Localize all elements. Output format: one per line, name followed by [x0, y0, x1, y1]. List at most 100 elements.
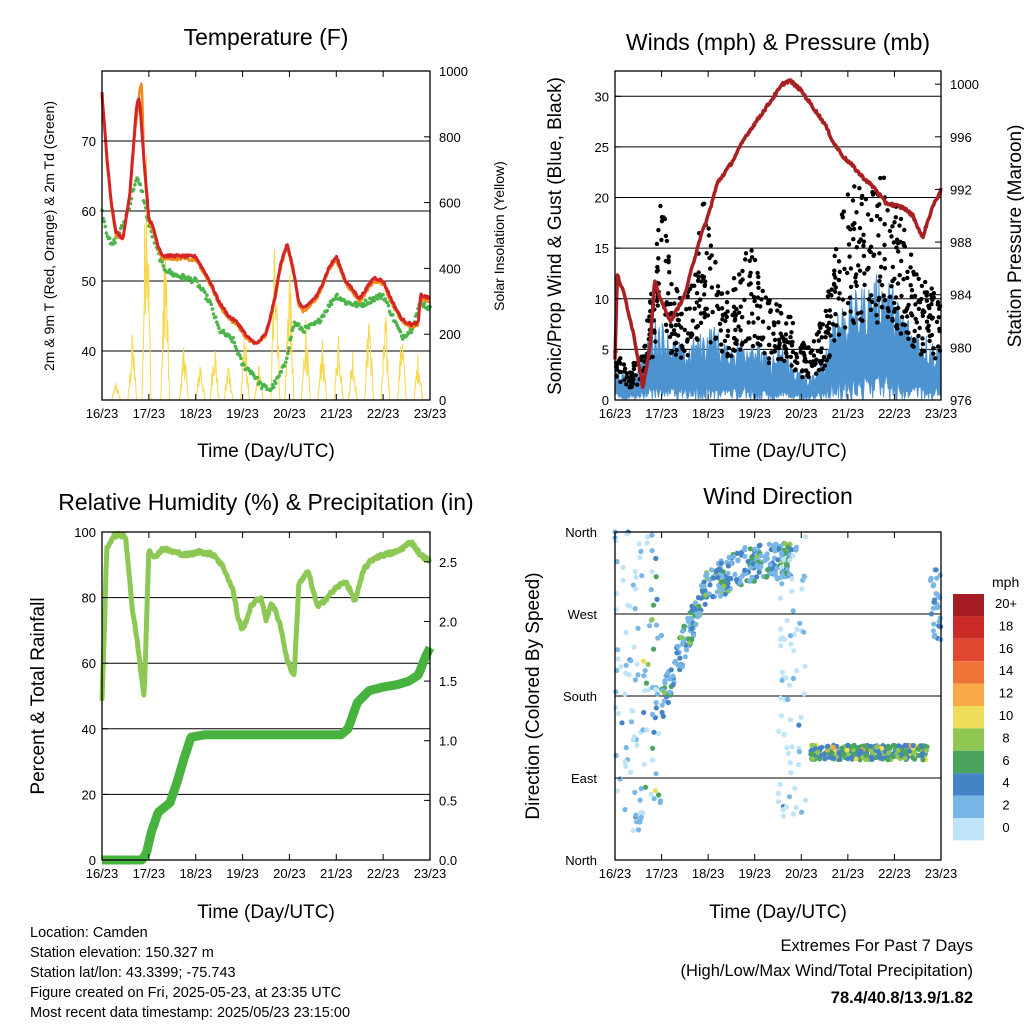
gust-point: [666, 260, 671, 265]
direction-point: [935, 604, 941, 610]
gust-point: [756, 280, 761, 286]
gust-point: [751, 320, 756, 325]
winds-ytick-label-right: 980: [950, 340, 972, 355]
direction-point: [641, 673, 647, 679]
direction-point: [632, 677, 639, 683]
gust-point: [656, 256, 661, 261]
gust-point: [821, 354, 827, 360]
gust-point: [622, 377, 627, 383]
gust-point: [895, 281, 901, 286]
gust-point: [861, 253, 867, 259]
gust-point: [847, 295, 853, 300]
direction-point: [775, 799, 782, 805]
humidity-xtick-label: 19/23: [226, 866, 259, 881]
recent-timestamp: Most recent data timestamp: 2025/05/23 2…: [30, 1005, 350, 1021]
colorbar-label: 2: [1002, 798, 1009, 813]
gust-point: [743, 257, 748, 262]
humidity-ytick-label-right: 0.0: [439, 853, 457, 868]
direction-point: [683, 647, 690, 653]
gust-point: [702, 292, 707, 297]
gust-point: [929, 295, 935, 301]
direction-point: [791, 648, 797, 654]
gust-point: [868, 244, 874, 249]
direction-point: [679, 628, 686, 634]
dewpoint-point: [195, 279, 199, 284]
gust-point: [874, 213, 880, 219]
gust-point: [624, 374, 630, 380]
gust-point: [704, 251, 709, 256]
colorbar-label: 18: [999, 618, 1013, 633]
gust-point: [676, 318, 681, 323]
dewpoint-point: [140, 189, 145, 194]
gust-point: [894, 237, 900, 242]
dewpoint-point: [335, 292, 339, 297]
gust-point: [666, 291, 671, 296]
gust-point: [842, 266, 847, 272]
direction-point: [868, 743, 874, 749]
direction-point: [827, 754, 833, 760]
solar-insolation-trace: [413, 353, 424, 401]
direction-point: [763, 574, 770, 580]
direction-point: [845, 756, 851, 762]
dewpoint-point: [287, 346, 291, 350]
direction-point: [803, 797, 809, 803]
gust-point: [678, 312, 684, 317]
gust-point: [689, 331, 694, 336]
direction-point: [726, 554, 732, 561]
temperature-ytick-label: 60: [82, 204, 96, 219]
figure-created: Figure created on Fri, 2025-05-23, at 23…: [30, 985, 341, 1001]
temperature-ytick-label-right: 0: [439, 393, 446, 408]
gust-point: [926, 328, 931, 333]
gust-point: [936, 344, 941, 349]
temperature-9m-line: [100, 82, 432, 345]
direction-point: [776, 546, 782, 552]
dewpoint-point: [210, 307, 215, 311]
gust-point: [666, 254, 671, 259]
gust-point: [755, 335, 761, 340]
dewpoint-point: [107, 236, 112, 240]
direction-point: [640, 727, 646, 733]
direction-point: [757, 542, 763, 548]
direction-point: [650, 602, 657, 608]
gust-point: [789, 330, 794, 335]
gust-point: [784, 339, 790, 345]
dewpoint-point: [258, 381, 263, 385]
humidity-panel: Relative Humidity (%) & Precipitation (i…: [28, 489, 474, 923]
gust-point: [876, 297, 881, 303]
direction-point: [747, 546, 754, 552]
gust-point: [642, 344, 647, 349]
gust-point: [667, 270, 672, 275]
direction-point: [788, 641, 794, 647]
direction-point: [779, 669, 786, 676]
winds-xtick-label: 18/23: [692, 406, 725, 421]
direction-xtick-label: 16/23: [599, 866, 632, 881]
direction-point: [654, 691, 661, 697]
gust-point: [784, 321, 789, 326]
humidity-ytick-label: 60: [82, 656, 96, 671]
gust-point: [726, 345, 732, 351]
winds-xtick-label: 22/23: [878, 406, 911, 421]
dewpoint-point: [188, 276, 193, 281]
direction-point: [613, 538, 619, 544]
direction-point: [915, 746, 921, 752]
gust-point: [847, 254, 852, 259]
dewpoint-point: [160, 260, 164, 264]
gust-point: [874, 313, 879, 318]
direction-point: [764, 556, 771, 562]
gust-point: [705, 313, 711, 318]
gust-point: [897, 273, 902, 278]
winds-ytick-label-right: 996: [950, 130, 972, 145]
direction-point: [863, 752, 869, 759]
direction-point: [876, 751, 882, 758]
direction-point: [682, 654, 688, 660]
gust-point: [878, 175, 883, 181]
gust-point: [659, 237, 664, 243]
direction-point: [787, 717, 794, 723]
temperature-ticks: 40 50 60 70 0 200 400 600 800 1000 16/23 17/23 18/23…: [82, 64, 468, 421]
direction-point: [638, 814, 644, 820]
gust-point: [698, 320, 704, 325]
gust-point: [621, 362, 627, 367]
gust-point: [816, 367, 822, 373]
winds-plot-frame: [614, 70, 942, 401]
direction-point: [874, 744, 880, 750]
